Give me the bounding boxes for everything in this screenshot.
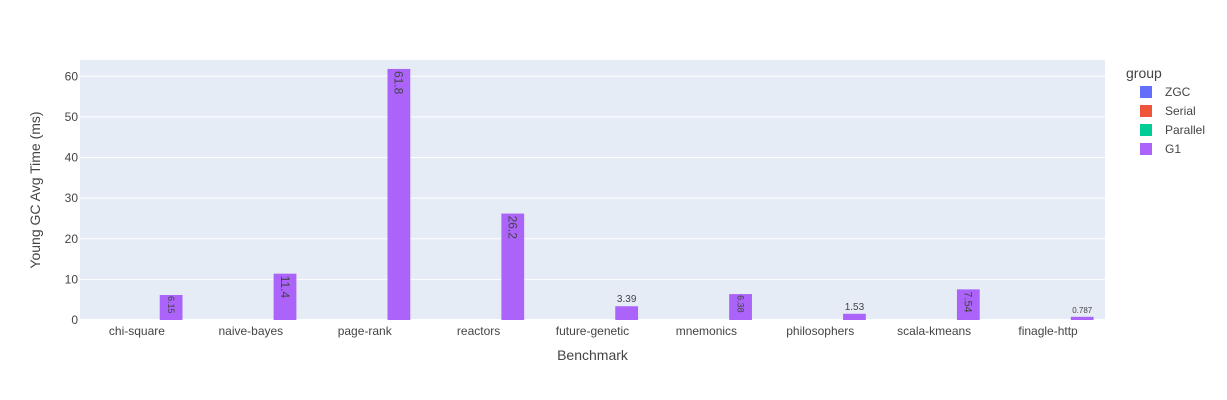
y-axis-title: Young GC Avg Time (ms) [27, 111, 43, 268]
y-tick-label: 50 [65, 110, 79, 124]
bar-value-label: 0.787 [1072, 306, 1093, 315]
bar-value-label: 6.15 [166, 296, 176, 314]
bar-g1-finagle-http[interactable] [1070, 316, 1094, 320]
y-tick-label: 10 [65, 272, 79, 286]
bar-value-label: 6.38 [735, 295, 745, 313]
y-tick-label: 60 [65, 69, 79, 83]
bar-g1-naive-bayes[interactable] [273, 273, 297, 320]
bars [159, 68, 1094, 320]
x-axis-ticks: chi-square naive-bayes page-rank reactors fu… [109, 324, 1078, 338]
legend-title: group [1126, 65, 1162, 81]
x-axis-title: Benchmark [557, 347, 629, 363]
bar-value-label: 26.2 [506, 216, 520, 240]
legend-label-zgc[interactable]: ZGC [1165, 85, 1191, 99]
legend-label-g1[interactable]: G1 [1165, 142, 1181, 156]
x-tick-label: page-rank [338, 324, 393, 338]
bar-labels: 6.15 11.4 61.8 26.2 3.39 6.38 1.53 7.54 0.787 [166, 71, 1093, 315]
bar-g1-philosophers[interactable] [843, 313, 866, 320]
x-tick-label: mnemonics [676, 324, 737, 338]
legend-swatch-g1[interactable] [1140, 143, 1152, 155]
bar-g1-reactors[interactable] [501, 213, 525, 320]
bar-g1-scala-kmeans[interactable] [956, 289, 980, 320]
bar-value-label: 1.53 [845, 302, 865, 313]
legend-swatch-serial[interactable] [1140, 105, 1152, 117]
bar-value-label: 61.8 [392, 71, 406, 95]
x-tick-label: future-genetic [556, 324, 629, 338]
bar-value-label: 3.39 [617, 294, 637, 305]
x-tick-label: reactors [457, 324, 500, 338]
bar-g1-page-rank[interactable] [387, 68, 411, 320]
x-tick-label: naive-bayes [218, 324, 283, 338]
x-tick-label: philosophers [786, 324, 854, 338]
bar-value-label: 11.4 [278, 276, 292, 299]
legend-label-serial[interactable]: Serial [1165, 104, 1196, 118]
plot-area [80, 60, 1105, 320]
bar-value-label: 7.54 [962, 291, 974, 312]
legend-label-parallel[interactable]: Parallel [1165, 123, 1205, 137]
legend-swatch-zgc[interactable] [1140, 86, 1152, 98]
y-tick-label: 0 [71, 313, 78, 327]
bar-g1-future-genetic[interactable] [615, 306, 639, 320]
x-tick-label: scala-kmeans [897, 324, 971, 338]
x-tick-label: finagle-http [1018, 324, 1078, 338]
bar-g1-chi-square[interactable] [159, 295, 183, 320]
y-tick-label: 40 [65, 151, 79, 165]
legend: group ZGC Serial Parallel G1 [1126, 65, 1205, 156]
legend-swatch-parallel[interactable] [1140, 124, 1152, 136]
y-tick-label: 20 [65, 232, 79, 246]
bar-g1-mnemonics[interactable] [729, 294, 752, 320]
y-tick-label: 30 [65, 191, 79, 205]
y-axis-ticks: 0 10 20 30 40 50 60 [65, 69, 79, 327]
gridlines [80, 75, 1105, 321]
x-tick-label: chi-square [109, 324, 165, 338]
